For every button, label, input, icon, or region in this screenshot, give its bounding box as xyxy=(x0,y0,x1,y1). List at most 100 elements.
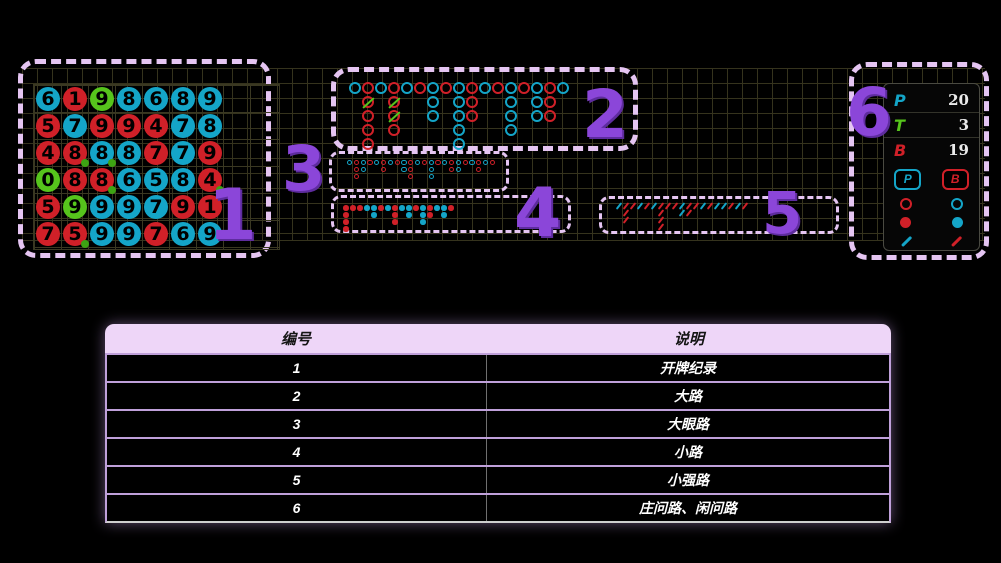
bead-cell: 8 xyxy=(117,87,141,111)
ask-p-button[interactable]: P xyxy=(894,168,922,190)
small-road-marker xyxy=(420,219,426,225)
legend-header-number: 编号 xyxy=(280,331,311,348)
cockroach-road-marker xyxy=(713,202,721,210)
big-eye-road-marker xyxy=(360,160,366,166)
cockroach-road-marker xyxy=(671,202,679,210)
big-eye-road-marker xyxy=(469,160,475,166)
tie-dot xyxy=(216,186,224,194)
stat-value-b: 19 xyxy=(948,141,969,159)
bead-cell: 4 xyxy=(198,168,224,194)
cockroach-road-marker xyxy=(685,202,693,210)
small-road-marker xyxy=(371,212,377,218)
bead-cell: 9 xyxy=(117,114,141,138)
small-road-marker xyxy=(413,205,419,211)
big-eye-road-marker xyxy=(428,174,434,180)
small-road-marker xyxy=(392,212,398,218)
legend-row: 6 庄问路、闲问路 xyxy=(107,493,889,521)
big-eye-road-marker xyxy=(401,167,407,173)
bead-cell: 9 xyxy=(198,222,222,246)
ask-icon-row-slash xyxy=(884,232,979,251)
small-road-marker xyxy=(441,212,447,218)
bead-cell: 4 xyxy=(36,141,60,165)
cockroach-road-marker xyxy=(720,202,728,210)
cockroach-road-marker xyxy=(629,202,637,210)
big-eye-road-marker xyxy=(455,160,461,166)
big-road-marker xyxy=(427,82,439,94)
legend-table-header: 编号 说明 xyxy=(105,324,891,353)
cockroach-road-marker xyxy=(650,202,658,210)
bead-cell: 6 xyxy=(171,222,195,246)
big-eye-road-marker xyxy=(421,160,427,166)
small-road-marker xyxy=(448,205,454,211)
legend-row-description: 开牌纪录 xyxy=(660,360,717,376)
cockroach-road-marker xyxy=(706,202,714,210)
bead-cell: 9 xyxy=(117,222,141,246)
big-eye-road-marker xyxy=(483,160,489,166)
legend-row-description: 小路 xyxy=(674,444,703,460)
cockroach-road-marker xyxy=(699,202,707,210)
cockroach-road-marker xyxy=(727,202,735,210)
bead-cell: 7 xyxy=(171,114,195,138)
cockroach-road-marker xyxy=(622,216,630,224)
small-road-marker xyxy=(343,205,349,211)
small-road-marker xyxy=(343,226,349,232)
bead-cell: 5 xyxy=(36,195,60,219)
cockroach-road-marker xyxy=(657,209,665,217)
big-road-marker xyxy=(388,96,401,109)
big-road-marker xyxy=(466,96,478,108)
bead-cell: 9 xyxy=(90,222,114,246)
big-road-marker xyxy=(401,82,413,94)
bead-cell: 8 xyxy=(171,87,195,111)
big-road-marker xyxy=(362,124,374,136)
ask-icon-row-hollow xyxy=(884,194,979,213)
big-eye-road-marker xyxy=(408,174,414,180)
big-road-marker xyxy=(505,124,517,136)
big-road-marker xyxy=(531,110,543,122)
cockroach-road-marker xyxy=(615,202,623,210)
big-road-marker xyxy=(453,124,465,136)
big-road-marker xyxy=(505,82,517,94)
ask-b-button[interactable]: B xyxy=(941,168,969,190)
region-1-number: 1 xyxy=(208,174,257,256)
bead-cell: 8 xyxy=(90,141,116,167)
cockroach-road xyxy=(615,202,755,233)
big-road-marker xyxy=(531,96,543,108)
bead-cell: 9 xyxy=(90,195,114,219)
legend-row-description: 大路 xyxy=(674,388,703,404)
big-eye-road-marker xyxy=(415,160,421,166)
small-road-marker xyxy=(371,205,377,211)
small-road-marker xyxy=(350,205,356,211)
big-road-marker xyxy=(505,96,517,108)
stat-key-b: B xyxy=(894,140,907,160)
region-6-number: 6 xyxy=(846,74,892,151)
tie-slash xyxy=(362,97,375,109)
stat-row-b: B 19 xyxy=(884,137,979,162)
stats-rows: P 20 T 3 B 19 xyxy=(884,88,979,162)
legend-row: 5 小强路 xyxy=(107,465,889,493)
tie-slash xyxy=(388,97,401,109)
region-2-number: 2 xyxy=(582,76,628,153)
cockroach-road-marker xyxy=(692,202,700,210)
big-eye-road-marker xyxy=(401,160,407,166)
legend-row-description: 庄问路、闲问路 xyxy=(639,500,738,516)
bead-cell: 7 xyxy=(144,141,168,165)
bead-cell: 8 xyxy=(90,168,116,194)
big-eye-road-marker xyxy=(360,167,366,173)
small-road-marker xyxy=(392,219,398,225)
ask-icons xyxy=(884,194,979,251)
bead-cell: 5 xyxy=(36,114,60,138)
region-5-number: 5 xyxy=(762,179,803,247)
big-eye-road-marker xyxy=(476,167,482,173)
banker-hollow-circle-icon xyxy=(900,197,912,210)
big-road-marker xyxy=(349,82,361,94)
legend-row-number: 2 xyxy=(107,383,488,409)
region-4-number: 4 xyxy=(514,174,562,253)
legend-row-number: 3 xyxy=(107,411,488,437)
bead-cell: 0 xyxy=(36,168,60,192)
big-eye-road xyxy=(347,160,499,190)
big-road-marker xyxy=(544,96,556,108)
